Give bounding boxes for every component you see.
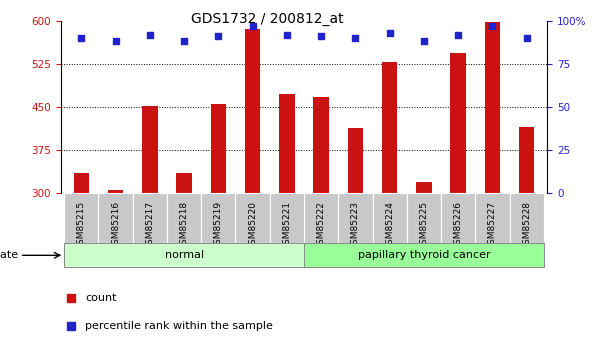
Text: GSM85219: GSM85219 (214, 201, 223, 250)
Bar (441, 193, 475, 243)
Point (282, 32, 292, 37)
Bar (210, 104, 226, 193)
Bar (451, 53, 466, 193)
Text: count: count (85, 293, 117, 303)
Point (316, 33, 326, 39)
Bar (475, 193, 510, 243)
Text: GSM85217: GSM85217 (145, 201, 154, 250)
Text: GSM85224: GSM85224 (385, 201, 394, 249)
Bar (108, 190, 123, 193)
Point (488, 23, 497, 29)
Bar (98, 193, 133, 243)
Point (179, 39, 189, 44)
Text: GSM85223: GSM85223 (351, 201, 360, 250)
Bar (510, 193, 544, 243)
Bar (245, 29, 260, 193)
Bar (270, 193, 304, 243)
Text: GSM85218: GSM85218 (179, 201, 188, 250)
Bar (64, 193, 98, 243)
Text: GSM85228: GSM85228 (522, 201, 531, 250)
Bar (176, 172, 192, 193)
Point (247, 23, 257, 29)
Bar (201, 193, 235, 243)
Text: GSM85227: GSM85227 (488, 201, 497, 250)
Point (77, 35, 86, 41)
Point (385, 30, 395, 36)
Bar (407, 193, 441, 243)
Bar (338, 193, 373, 243)
Bar (382, 62, 398, 193)
Bar (167, 193, 201, 243)
Point (111, 39, 120, 44)
Point (145, 32, 154, 37)
Bar (133, 193, 167, 243)
Bar (279, 94, 295, 193)
Text: disease state: disease state (0, 250, 18, 260)
Bar (416, 182, 432, 193)
Bar (373, 193, 407, 243)
Text: normal: normal (165, 250, 204, 260)
Point (351, 35, 361, 41)
Bar (519, 127, 534, 193)
Bar (142, 106, 157, 193)
Point (454, 32, 463, 37)
Text: GDS1732 / 200812_at: GDS1732 / 200812_at (191, 12, 344, 26)
Text: GSM85216: GSM85216 (111, 201, 120, 250)
Bar (304, 193, 338, 243)
Bar (313, 97, 329, 193)
Point (419, 39, 429, 44)
Text: papillary thyroid cancer: papillary thyroid cancer (358, 250, 490, 260)
Text: GSM85215: GSM85215 (77, 201, 86, 250)
Bar (64, 243, 304, 267)
Bar (304, 243, 544, 267)
Text: GSM85225: GSM85225 (420, 201, 429, 250)
Bar (485, 22, 500, 193)
Text: GSM85221: GSM85221 (282, 201, 291, 250)
Bar (74, 173, 89, 193)
Text: GSM85226: GSM85226 (454, 201, 463, 250)
Text: GSM85222: GSM85222 (317, 201, 326, 249)
Point (522, 35, 531, 41)
Text: percentile rank within the sample: percentile rank within the sample (85, 321, 273, 331)
Point (213, 33, 223, 39)
Bar (348, 128, 363, 193)
Bar (235, 193, 270, 243)
Text: GSM85220: GSM85220 (248, 201, 257, 250)
